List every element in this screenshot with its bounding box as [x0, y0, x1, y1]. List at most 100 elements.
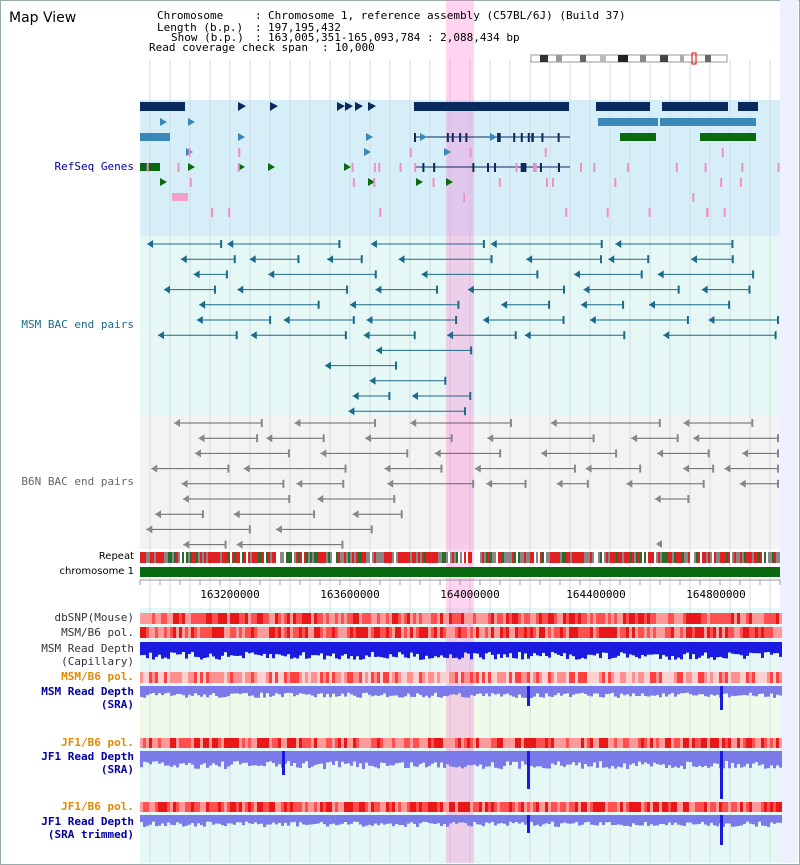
- heat-cell: [401, 802, 404, 812]
- heat-cell: [734, 613, 737, 624]
- heat-cell: [776, 627, 779, 638]
- heat-cell: [455, 672, 458, 683]
- depth-bar: [302, 686, 305, 694]
- bac-end: [369, 376, 376, 385]
- depth-bar: [218, 751, 221, 767]
- heat-cell: [431, 802, 434, 812]
- heat-cell: [533, 672, 536, 683]
- heat-cell: [449, 802, 452, 812]
- repeat-mark: [318, 552, 320, 563]
- heat-cell: [344, 672, 347, 683]
- pink-tick: [723, 208, 726, 217]
- heat-cell: [338, 613, 341, 624]
- heat-cell: [692, 738, 695, 748]
- heat-cell: [275, 802, 278, 812]
- depth-bar: [512, 642, 515, 659]
- depth-bar: [356, 815, 359, 822]
- repeat-mark: [436, 552, 438, 563]
- depth-bar: [470, 686, 473, 695]
- heat-cell: [563, 738, 566, 748]
- depth-bar: [524, 642, 527, 654]
- heat-cell: [188, 672, 191, 683]
- heat-cell: [608, 802, 611, 812]
- depth-bar: [542, 815, 545, 825]
- repeat-mark: [632, 552, 634, 563]
- heat-cell: [719, 613, 722, 624]
- repeat-mark: [330, 552, 332, 563]
- depth-bar: [461, 642, 464, 658]
- heat-cell: [461, 672, 464, 683]
- bac-end: [370, 240, 377, 248]
- heat-cell: [167, 672, 170, 683]
- heat-cell: [374, 672, 377, 683]
- heat-cell: [416, 802, 419, 812]
- track-label-b6n-bac[interactable]: B6N BAC end pairs: [21, 475, 134, 488]
- repeat-mark: [190, 552, 192, 563]
- heat-cell: [248, 613, 251, 624]
- repeat-mark: [504, 552, 506, 563]
- heat-cell: [614, 672, 617, 683]
- heat-cell: [251, 613, 254, 624]
- track-label-msm-bac[interactable]: MSM BAC end pairs: [21, 318, 134, 331]
- depth-bar: [245, 642, 248, 652]
- heat-cell: [191, 802, 194, 812]
- repeat-mark: [246, 552, 248, 563]
- bac-end: [583, 285, 590, 294]
- repeat-mark: [726, 552, 728, 563]
- heat-cell: [440, 627, 443, 638]
- depth-bar: [311, 686, 314, 696]
- bac-end: [455, 316, 458, 324]
- heat-cell: [674, 738, 677, 748]
- depth-bar: [350, 815, 353, 824]
- depth-bar: [299, 815, 302, 823]
- depth-bar: [317, 751, 320, 765]
- depth-bar: [497, 815, 500, 824]
- heat-cell: [404, 672, 407, 683]
- depth-bar: [308, 751, 311, 768]
- repeat-mark: [274, 552, 276, 563]
- depth-bar: [713, 815, 716, 826]
- ideogram-band: [705, 55, 711, 62]
- repeat-mark: [766, 552, 768, 563]
- repeat-mark: [642, 552, 644, 563]
- heat-cell: [233, 613, 236, 624]
- heat-cell: [593, 802, 596, 812]
- heat-cell: [404, 802, 407, 812]
- heat-cell: [767, 802, 770, 812]
- bac-end: [237, 285, 244, 294]
- heat-cell: [587, 627, 590, 638]
- gene-arrow: [344, 163, 351, 171]
- depth-bar: [677, 815, 680, 825]
- repeat-mark: [390, 552, 392, 563]
- heat-cell: [401, 672, 404, 683]
- repeat-mark: [570, 552, 572, 563]
- heat-cell: [746, 802, 749, 812]
- depth-bar: [491, 815, 494, 822]
- track-label-refseq[interactable]: RefSeq Genes: [54, 160, 134, 173]
- heat-cell: [551, 738, 554, 748]
- bac-end: [294, 419, 301, 427]
- heat-cell: [527, 738, 530, 748]
- heat-cell: [311, 802, 314, 812]
- heat-cell: [527, 613, 530, 624]
- bac-end: [677, 285, 680, 294]
- heat-cell: [530, 738, 533, 748]
- depth-bar: [383, 751, 386, 764]
- heat-cell: [623, 738, 626, 748]
- bac-end: [777, 449, 779, 458]
- gene-block: [620, 133, 656, 141]
- depth-bar: [629, 686, 632, 697]
- depth-bar: [395, 642, 398, 658]
- heat-cell: [287, 738, 290, 748]
- depth-bar: [743, 642, 746, 659]
- depth-bar: [380, 815, 383, 824]
- heat-cell: [476, 738, 479, 748]
- track-label-jf1-trim: JF1 Read Depth: [41, 815, 134, 828]
- depth-bar: [278, 751, 281, 765]
- heat-cell: [380, 738, 383, 748]
- heat-cell: [356, 627, 359, 638]
- heat-cell: [479, 802, 482, 812]
- depth-bar: [323, 686, 326, 698]
- heat-cell: [596, 627, 599, 638]
- bac-end: [411, 392, 418, 400]
